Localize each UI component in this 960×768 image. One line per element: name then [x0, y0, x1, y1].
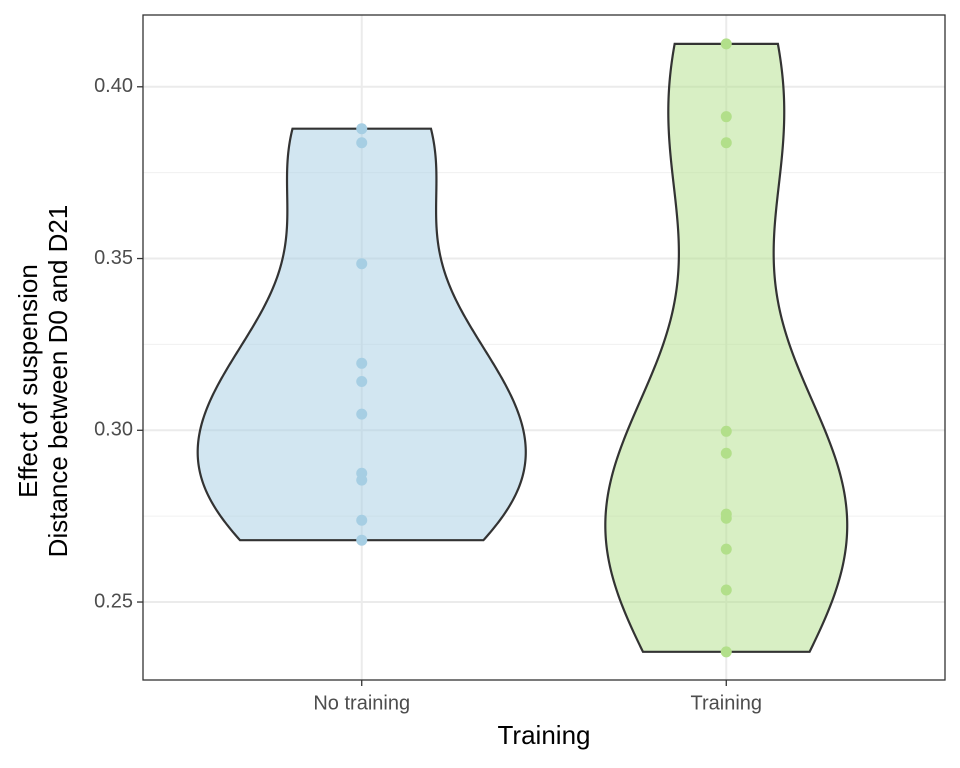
point: [356, 408, 368, 420]
point: [720, 38, 732, 50]
point: [356, 357, 368, 369]
violin: [196, 127, 527, 542]
point: [356, 258, 368, 270]
y-tick-label: 0.30: [94, 419, 133, 441]
point: [720, 646, 732, 658]
y-tick-label: 0.40: [94, 75, 133, 97]
x-tick-label: Training: [691, 692, 763, 714]
y-tick-label: 0.35: [94, 247, 133, 269]
y-axis-title: Effect of suspension: [13, 264, 43, 498]
point: [720, 447, 732, 459]
point: [356, 123, 368, 135]
y-tick-label: 0.25: [94, 590, 133, 612]
point: [720, 543, 732, 555]
point: [720, 425, 732, 437]
y-axis-title: Distance between D0 and D21: [43, 205, 73, 558]
x-tick-label: No training: [313, 692, 410, 714]
point: [720, 584, 732, 596]
point: [720, 111, 732, 123]
x-axis-title: Training: [498, 720, 591, 750]
point: [356, 137, 368, 149]
violin: [604, 42, 849, 653]
point: [356, 534, 368, 546]
point: [356, 376, 368, 388]
point: [720, 137, 732, 149]
panel-border: [142, 14, 946, 681]
point: [720, 512, 732, 524]
point: [356, 514, 368, 526]
point: [356, 474, 368, 486]
